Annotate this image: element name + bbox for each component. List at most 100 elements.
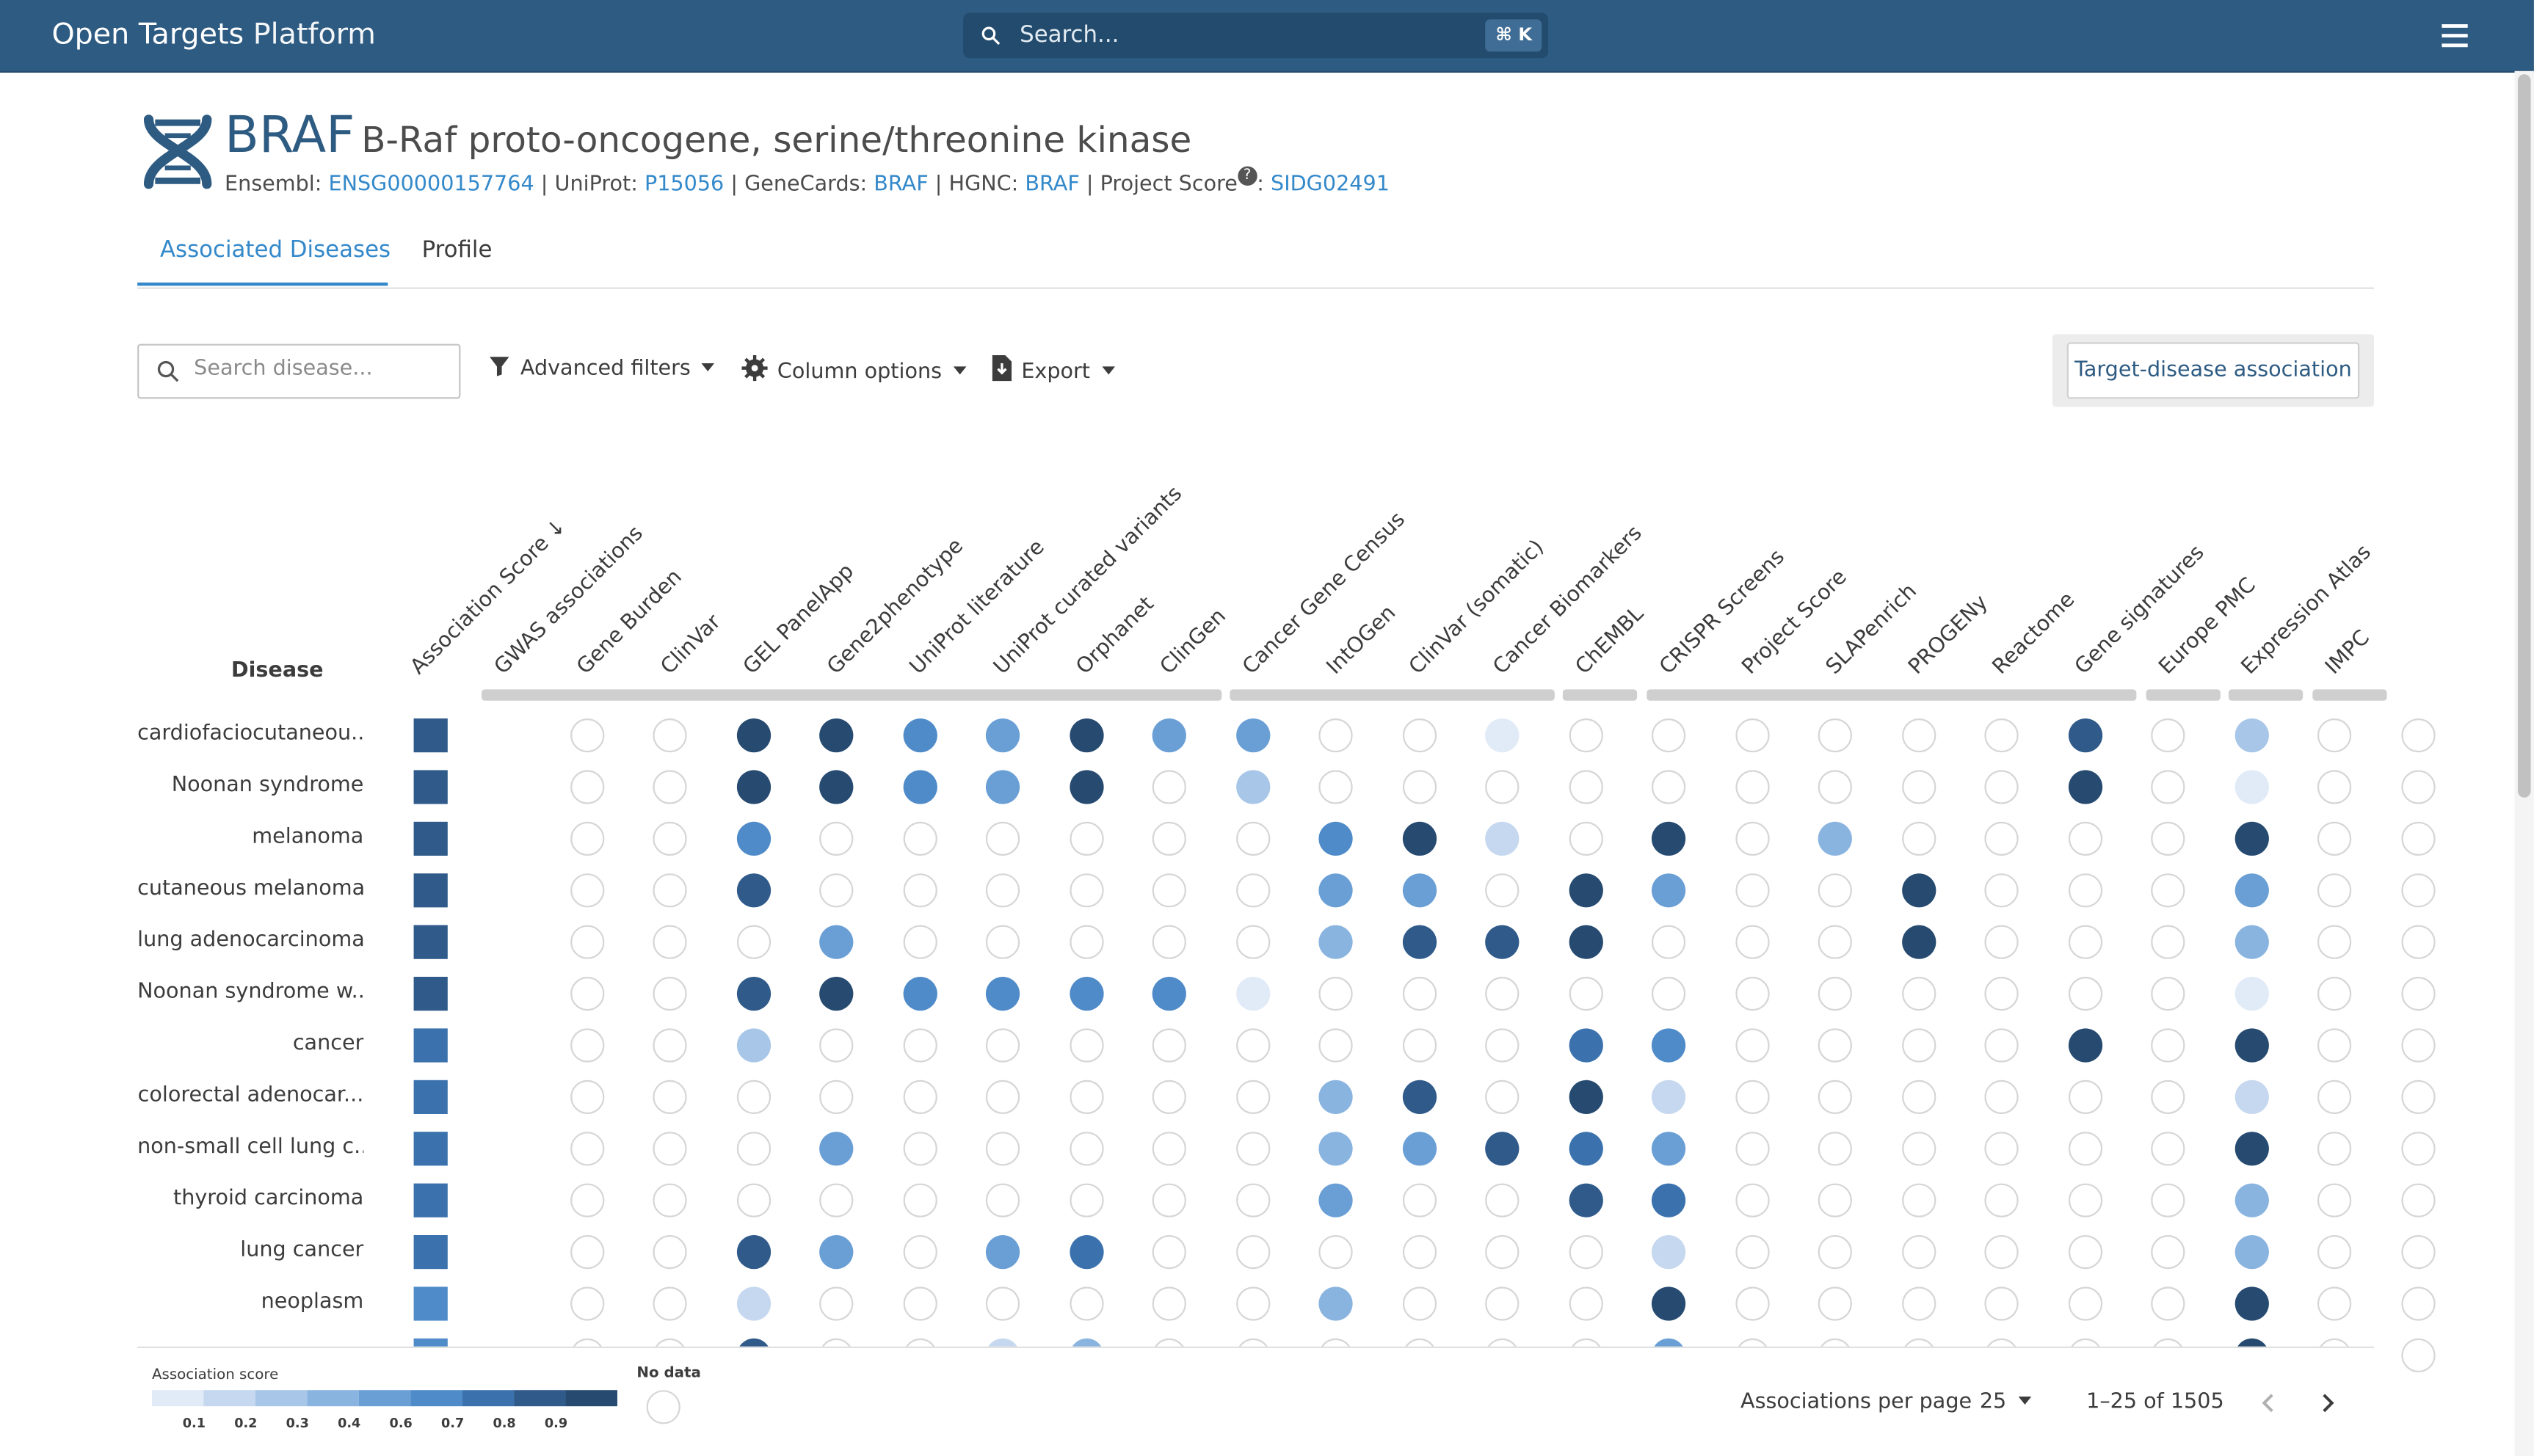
datasource-cell[interactable] <box>1735 1132 1769 1166</box>
datasource-cell[interactable] <box>1651 1028 1686 1063</box>
datasource-cell[interactable] <box>1735 977 1769 1011</box>
datasource-cell[interactable] <box>736 977 771 1011</box>
datasource-cell[interactable] <box>2317 718 2352 753</box>
datasource-cell[interactable] <box>1818 718 1852 753</box>
disease-name[interactable]: lung cancer <box>240 1238 364 1263</box>
datasource-cell[interactable] <box>902 925 937 959</box>
datasource-cell[interactable] <box>1901 821 1936 856</box>
datasource-cell[interactable] <box>1735 770 1769 804</box>
datasource-cell[interactable] <box>1069 1028 1103 1063</box>
datasource-cell[interactable] <box>1485 718 1520 753</box>
datasource-cell[interactable] <box>2317 977 2352 1011</box>
datasource-cell[interactable] <box>2400 1028 2435 1063</box>
datasource-cell[interactable] <box>736 1028 771 1063</box>
datasource-cell[interactable] <box>1818 770 1852 804</box>
datasource-cell[interactable] <box>653 718 687 753</box>
datasource-cell[interactable] <box>2317 873 2352 908</box>
datasource-cell[interactable] <box>736 718 771 753</box>
datasource-cell[interactable] <box>1485 821 1520 856</box>
column-header[interactable]: Cancer Gene Census <box>1238 508 1411 680</box>
disease-name[interactable]: melanoma <box>252 825 364 850</box>
datasource-cell[interactable] <box>1235 1286 1270 1321</box>
export-button[interactable]: Export <box>992 355 1115 385</box>
datasource-cell[interactable] <box>1901 1286 1936 1321</box>
column-header[interactable]: Reactome <box>1987 588 2080 680</box>
datasource-cell[interactable] <box>1901 977 1936 1011</box>
datasource-cell[interactable] <box>1651 1132 1686 1166</box>
datasource-cell[interactable] <box>2067 770 2102 804</box>
datasource-cell[interactable] <box>2234 1028 2268 1063</box>
datasource-cell[interactable] <box>1735 821 1769 856</box>
datasource-cell[interactable] <box>653 821 687 856</box>
datasource-cell[interactable] <box>902 821 937 856</box>
datasource-cell[interactable] <box>1401 1286 1437 1321</box>
datasource-cell[interactable] <box>2234 770 2268 804</box>
datasource-cell[interactable] <box>2234 977 2268 1011</box>
datasource-cell[interactable] <box>2317 1286 2352 1321</box>
datasource-cell[interactable] <box>1651 873 1686 908</box>
datasource-cell[interactable] <box>2151 1028 2185 1063</box>
association-score-cell[interactable] <box>413 1132 448 1166</box>
datasource-cell[interactable] <box>902 1183 937 1217</box>
global-search-bar[interactable]: Search... ⌘ K <box>963 12 1549 59</box>
datasource-cell[interactable] <box>1485 1132 1520 1166</box>
datasource-cell[interactable] <box>1984 1028 2019 1063</box>
datasource-cell[interactable] <box>1984 1286 2019 1321</box>
datasource-cell[interactable] <box>985 1286 1020 1321</box>
association-score-cell[interactable] <box>413 1286 448 1321</box>
datasource-cell[interactable] <box>2151 925 2185 959</box>
project-score-link[interactable]: SIDG02491 <box>1271 172 1390 197</box>
datasource-cell[interactable] <box>1069 770 1103 804</box>
datasource-cell[interactable] <box>1901 718 1936 753</box>
datasource-cell[interactable] <box>2067 873 2102 908</box>
association-score-cell[interactable] <box>413 977 448 1011</box>
datasource-cell[interactable] <box>1818 925 1852 959</box>
column-header[interactable]: Association Score ↓ <box>406 514 572 680</box>
column-header[interactable]: ChEMBL <box>1571 602 1649 680</box>
datasource-cell[interactable] <box>1069 1235 1103 1270</box>
datasource-cell[interactable] <box>1901 1235 1936 1270</box>
association-score-cell[interactable] <box>413 718 448 753</box>
column-header[interactable]: GWAS associations <box>489 521 648 680</box>
datasource-cell[interactable] <box>1235 1235 1270 1270</box>
datasource-cell[interactable] <box>1984 821 2019 856</box>
datasource-cell[interactable] <box>1235 821 1270 856</box>
datasource-cell[interactable] <box>1984 770 2019 804</box>
datasource-cell[interactable] <box>1235 770 1270 804</box>
datasource-cell[interactable] <box>985 770 1020 804</box>
datasource-cell[interactable] <box>1568 821 1602 856</box>
datasource-cell[interactable] <box>736 1132 771 1166</box>
datasource-cell[interactable] <box>985 925 1020 959</box>
datasource-cell[interactable] <box>1651 1183 1686 1217</box>
datasource-cell[interactable] <box>1318 925 1353 959</box>
datasource-cell[interactable] <box>2400 1286 2435 1321</box>
datasource-cell[interactable] <box>2151 977 2185 1011</box>
datasource-cell[interactable] <box>1152 1183 1186 1217</box>
datasource-cell[interactable] <box>1984 1235 2019 1270</box>
column-header[interactable]: IMPC <box>2320 626 2375 680</box>
datasource-cell[interactable] <box>1818 1028 1852 1063</box>
datasource-cell[interactable] <box>2234 821 2268 856</box>
datasource-cell[interactable] <box>1735 925 1769 959</box>
datasource-cell[interactable] <box>1069 1183 1103 1217</box>
datasource-cell[interactable] <box>1318 1235 1353 1270</box>
datasource-cell[interactable] <box>819 821 854 856</box>
datasource-cell[interactable] <box>1901 1132 1936 1166</box>
datasource-cell[interactable] <box>1069 873 1103 908</box>
datasource-cell[interactable] <box>1401 1132 1437 1166</box>
datasource-cell[interactable] <box>1401 1235 1437 1270</box>
datasource-cell[interactable] <box>1069 718 1103 753</box>
datasource-cell[interactable] <box>2317 925 2352 959</box>
datasource-cell[interactable] <box>902 1235 937 1270</box>
column-header[interactable]: ClinVar <box>656 610 726 680</box>
association-score-cell[interactable] <box>413 1235 448 1270</box>
datasource-cell[interactable] <box>1568 977 1602 1011</box>
datasource-cell[interactable] <box>1401 718 1437 753</box>
datasource-cell[interactable] <box>2400 873 2435 908</box>
datasource-cell[interactable] <box>2317 1028 2352 1063</box>
datasource-cell[interactable] <box>1901 873 1936 908</box>
datasource-cell[interactable] <box>1152 770 1186 804</box>
datasource-cell[interactable] <box>570 770 604 804</box>
datasource-cell[interactable] <box>2400 1132 2435 1166</box>
hamburger-menu-icon[interactable] <box>2439 19 2471 51</box>
